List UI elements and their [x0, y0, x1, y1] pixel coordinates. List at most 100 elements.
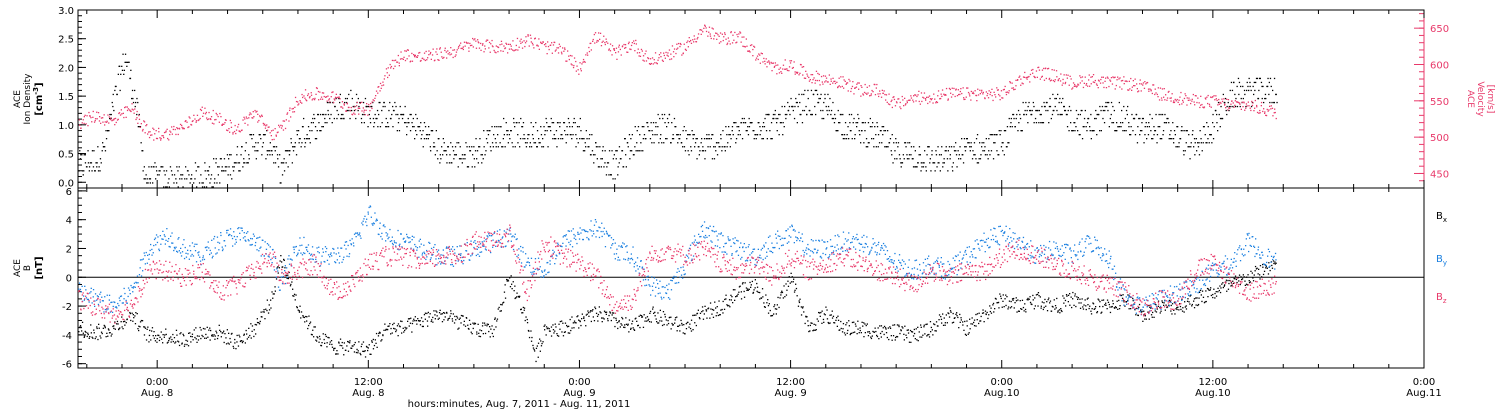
data-point-Bx — [600, 312, 602, 314]
data-point-Ion Density — [1174, 134, 1176, 136]
data-point-Velocity — [1193, 101, 1195, 103]
data-point-Velocity — [335, 93, 337, 95]
data-point-Velocity — [1199, 106, 1201, 109]
data-point-Ion Density — [748, 126, 751, 128]
data-point-Velocity — [1234, 100, 1236, 102]
data-point-Bx — [942, 313, 944, 315]
data-point-Bx — [131, 312, 133, 314]
data-point-Bx — [491, 332, 493, 335]
data-point-Ion Density — [271, 154, 273, 156]
data-point-Velocity — [340, 106, 342, 108]
data-point-Bx — [715, 307, 717, 309]
data-point-Velocity — [888, 93, 890, 95]
data-point-Ion Density — [552, 122, 555, 124]
data-point-Ion Density — [152, 166, 154, 168]
data-point-Ion Density — [702, 146, 704, 148]
data-point-Ion Density — [642, 138, 644, 140]
data-point-Bx — [621, 316, 623, 319]
data-point-Bx — [509, 277, 511, 279]
data-point-Ion Density — [323, 113, 325, 116]
data-point-Ion Density — [264, 134, 266, 136]
data-point-Bx — [1179, 305, 1182, 308]
data-point-Ion Density — [536, 146, 538, 148]
data-point-Velocity — [1077, 83, 1079, 85]
data-point-Velocity — [1208, 103, 1211, 105]
data-point-Ion Density — [975, 138, 978, 140]
data-point-Velocity — [295, 100, 298, 103]
data-point-Bx — [367, 347, 369, 349]
data-point-Ion Density — [1001, 142, 1003, 144]
data-point-Bx — [609, 312, 612, 314]
data-point-Ion Density — [168, 178, 170, 180]
data-point-Ion Density — [158, 170, 160, 172]
data-point-Velocity — [196, 114, 199, 116]
data-point-Ion Density — [1258, 89, 1260, 92]
data-point-Ion Density — [883, 130, 885, 132]
data-point-Velocity — [900, 107, 902, 110]
data-point-Ion Density — [652, 122, 655, 124]
b-tick-label: 4 — [66, 216, 72, 227]
data-point-Bx — [1009, 307, 1012, 309]
data-point-Velocity — [794, 71, 796, 73]
series-Velocity — [78, 24, 1277, 141]
data-point-Velocity — [981, 89, 983, 91]
data-point-Bx — [624, 324, 626, 326]
data-point-Ion Density — [1161, 138, 1163, 140]
data-point-Velocity — [129, 109, 131, 111]
data-point-Ion Density — [918, 154, 920, 156]
data-point-Ion Density — [818, 97, 820, 100]
data-point-Bx — [511, 288, 513, 290]
data-point-Ion Density — [99, 158, 102, 160]
data-point-Ion Density — [461, 162, 463, 164]
data-point-Velocity — [590, 42, 592, 44]
data-point-Ion Density — [1194, 142, 1196, 144]
data-point-Velocity — [465, 41, 467, 43]
data-point-Velocity — [641, 50, 643, 52]
data-point-Bx — [677, 325, 680, 327]
data-point-Velocity — [107, 114, 109, 116]
data-point-Bx — [1021, 308, 1023, 310]
data-point-Velocity — [602, 40, 604, 42]
data-point-Ion Density — [1050, 117, 1052, 120]
data-point-Ion Density — [780, 122, 782, 124]
data-point-Bx — [523, 309, 525, 311]
data-point-Bx — [754, 279, 756, 281]
data-point-Velocity — [468, 50, 470, 52]
density-tick-label: 2.0 — [58, 63, 74, 74]
data-point-Bx — [520, 308, 522, 310]
data-point-Velocity — [638, 52, 641, 54]
data-point-Velocity — [1110, 77, 1113, 79]
data-point-Ion Density — [1246, 81, 1248, 84]
data-point-Ion Density — [1118, 101, 1120, 104]
data-point-Bx — [738, 291, 740, 293]
data-point-Bx — [734, 299, 736, 301]
data-point-Velocity — [1048, 78, 1050, 80]
data-point-Velocity — [833, 80, 835, 83]
data-point-Velocity — [230, 126, 233, 128]
data-point-Bx — [242, 340, 244, 342]
data-point-Bx — [630, 328, 632, 330]
data-point-Bx — [1210, 287, 1212, 289]
data-point-Ion Density — [1207, 126, 1209, 128]
data-point-Velocity — [1093, 81, 1096, 84]
data-point-Ion Density — [101, 150, 103, 152]
data-point-Ion Density — [94, 170, 96, 172]
data-point-Velocity — [377, 92, 379, 94]
data-point-Bx — [489, 336, 491, 338]
data-point-Velocity — [753, 45, 755, 47]
data-point-Velocity — [713, 35, 716, 37]
data-point-Velocity — [949, 88, 951, 91]
data-point-Velocity — [332, 91, 334, 93]
data-point-Velocity — [117, 118, 119, 120]
data-point-Bx — [1195, 297, 1197, 299]
data-point-Bx — [701, 306, 704, 308]
data-point-Bx — [564, 331, 566, 333]
data-point-Velocity — [1179, 96, 1181, 98]
series-Bx — [78, 255, 1277, 363]
data-point-Velocity — [415, 56, 417, 58]
data-point-Velocity — [1256, 106, 1258, 108]
data-point-Bx — [950, 311, 952, 313]
data-point-Ion Density — [589, 134, 591, 136]
data-point-Ion Density — [1204, 134, 1206, 136]
data-point-Ion Density — [427, 134, 429, 136]
